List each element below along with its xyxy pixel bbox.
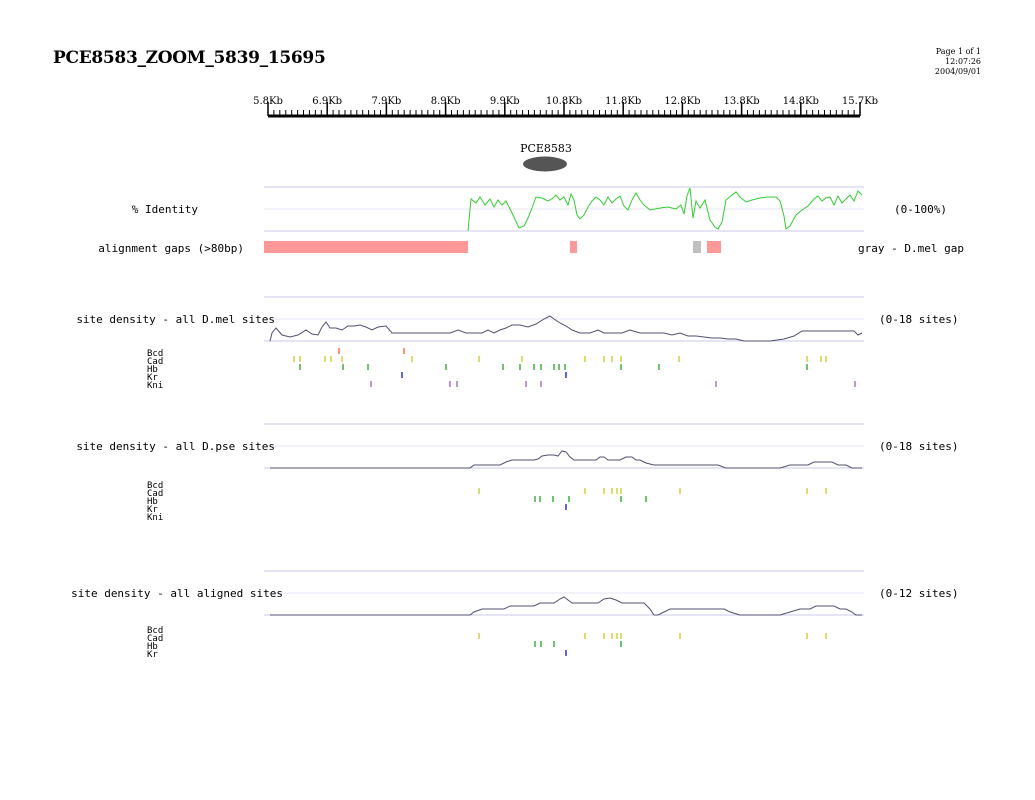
aligned-factor-cad: Cad [147, 634, 163, 644]
page-info: Page 1 of 1 12:07:26 2004/09/01 [935, 47, 981, 77]
ruler-label: 6.9Kb [312, 96, 342, 107]
dpse-factor-hb: Hb [147, 497, 158, 507]
dpse-factor-kni: Kni [147, 513, 163, 523]
print-date: 2004/09/01 [934, 67, 981, 76]
aligned-factor-hb: Hb [147, 642, 158, 652]
feature-pce8583: PCE8583 [520, 142, 572, 172]
page-number: Page 1 of 1 [935, 47, 981, 56]
dmel-factor-bcd: Bcd [147, 349, 163, 359]
dmel-factor-kr: Kr [147, 373, 158, 383]
gap-block-3 [707, 241, 721, 253]
ruler-label: 5.8Kb [253, 96, 283, 107]
page-title: PCE8583_ZOOM_5839_15695 [53, 48, 326, 68]
ruler-label: 7.9Kb [372, 96, 402, 107]
aligned-factor-labels: Bcd Cad Hb Kr [147, 626, 163, 660]
dmel-factor-labels: Bcd Cad Hb Kr Kni [147, 349, 163, 391]
coordinate-ruler: 5.8Kb 6.9Kb 7.9Kb 8.9Kb 9.9Kb 10.8Kb 11.8Kb 12.… [253, 96, 878, 118]
dpse-density-line [270, 450, 862, 469]
aligned-factor-bcd: Bcd [147, 626, 163, 636]
dpse-site-ticks [478, 488, 827, 510]
ruler-label: 15.7Kb [842, 96, 878, 107]
dpse-density-label: site density - all D.pse sites [76, 440, 275, 453]
dpse-factor-kr: Kr [147, 505, 158, 515]
dmel-density-line [269, 315, 863, 342]
gap-block-2 [570, 241, 577, 253]
alignment-gaps-track: alignment gaps (>80bp) gray - D.mel gap [98, 241, 964, 255]
alignment-gaps-label: alignment gaps (>80bp) [98, 242, 244, 255]
dmel-density-label: site density - all D.mel sites [76, 313, 275, 326]
feature-ellipse [523, 156, 567, 172]
identity-track-label: % Identity [132, 203, 199, 216]
gap-block-1 [264, 241, 468, 253]
dmel-factor-kni: Kni [147, 381, 163, 391]
dpse-density-track: site density - all D.pse sites (0-18 sit… [76, 423, 958, 523]
ruler-label: 10.8Kb [546, 96, 582, 107]
ruler-label: 11.8Kb [605, 96, 641, 107]
aligned-density-track: site density - all aligned sites (0-12 s… [71, 570, 958, 660]
dmel-factor-cad: Cad [147, 357, 163, 367]
ruler-label: 12.8Kb [664, 96, 700, 107]
ruler-label: 9.9Kb [490, 96, 520, 107]
aligned-density-line [270, 596, 862, 616]
dpse-factor-cad: Cad [147, 489, 163, 499]
dmel-density-track: site density - all D.mel sites (0-18 sit… [76, 296, 958, 391]
dmel-site-ticks [293, 348, 856, 387]
identity-profile-line [467, 187, 863, 232]
print-time: 12:07:26 [945, 57, 981, 66]
dmel-density-range: (0-18 sites) [879, 313, 958, 326]
dmel-gap-block [693, 241, 701, 253]
identity-track: % Identity (0-100%) [132, 186, 947, 232]
dmel-factor-hb: Hb [147, 365, 158, 375]
aligned-factor-kr: Kr [147, 650, 158, 660]
ruler-label: 13.8Kb [724, 96, 760, 107]
feature-label: PCE8583 [520, 142, 572, 155]
aligned-site-ticks [478, 633, 827, 656]
dpse-factor-labels: Bcd Cad Hb Kr Kni [147, 481, 163, 523]
dpse-density-range: (0-18 sites) [879, 440, 958, 453]
ruler-label: 8.9Kb [431, 96, 461, 107]
aligned-density-label: site density - all aligned sites [71, 587, 283, 600]
dpse-factor-bcd: Bcd [147, 481, 163, 491]
aligned-density-range: (0-12 sites) [879, 587, 958, 600]
alignment-gaps-note: gray - D.mel gap [858, 242, 964, 255]
identity-track-range: (0-100%) [894, 203, 947, 216]
ruler-label: 14.8Kb [783, 96, 819, 107]
